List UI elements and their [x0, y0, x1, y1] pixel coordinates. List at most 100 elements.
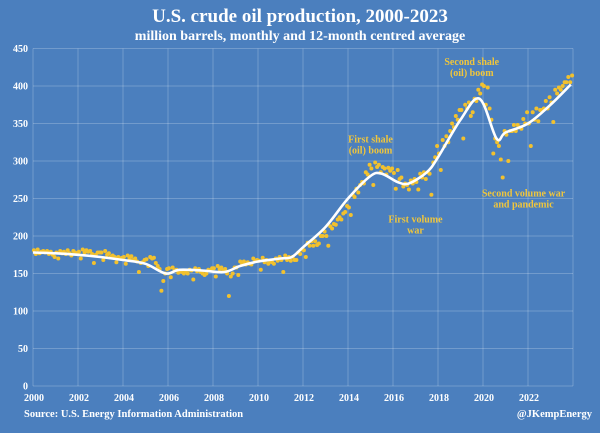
x-tick-label: 2000 [24, 393, 44, 404]
monthly-point [91, 261, 96, 265]
y-tick-label: 400 [13, 82, 28, 93]
monthly-point [555, 91, 560, 96]
x-tick-label: 2020 [474, 393, 494, 404]
monthly-point [271, 261, 276, 266]
monthly-point [226, 294, 231, 298]
x-tick-label: 2006 [159, 393, 179, 404]
monthly-point [288, 258, 293, 263]
monthly-point [429, 192, 434, 197]
monthly-point [185, 271, 190, 276]
monthly-point [560, 84, 565, 88]
monthly-point [373, 160, 378, 165]
monthly-point [461, 136, 466, 141]
monthly-point [219, 265, 224, 270]
monthly-point [496, 144, 501, 148]
monthly-point [339, 217, 344, 222]
monthly-point [238, 259, 243, 264]
y-tick-label: 100 [13, 307, 28, 318]
annotation-label: and pandemic [493, 199, 554, 210]
y-tick-label: 300 [13, 157, 28, 168]
monthly-point [459, 108, 464, 112]
monthly-point [386, 165, 391, 170]
credit-note: @JKempEnergy [516, 409, 592, 420]
monthly-point [352, 195, 357, 199]
monthly-point [281, 270, 286, 274]
monthly-point [406, 187, 411, 192]
monthly-point [438, 168, 443, 172]
monthly-point [129, 254, 134, 259]
monthly-point [536, 119, 541, 124]
monthly-point [307, 243, 312, 248]
x-tick-label: 2010 [249, 393, 269, 404]
monthly-point [65, 248, 70, 253]
monthly-point [88, 249, 93, 253]
monthly-point [106, 251, 111, 256]
annotation-label: Second shale [444, 57, 499, 68]
monthly-point [506, 159, 511, 163]
monthly-point [333, 222, 338, 227]
monthly-point [528, 144, 533, 148]
monthly-point [453, 114, 458, 118]
monthly-point [52, 255, 57, 259]
monthly-point [101, 258, 106, 262]
monthly-point [393, 186, 398, 191]
monthly-point [401, 184, 406, 189]
monthly-point [382, 166, 387, 171]
annotation-label: First volume [388, 215, 443, 226]
monthly-point [543, 99, 548, 103]
monthly-point [230, 271, 235, 276]
monthly-point [155, 264, 160, 268]
monthly-point [320, 234, 325, 238]
monthly-point [78, 256, 83, 261]
monthly-point [371, 183, 376, 187]
monthly-point [56, 256, 61, 261]
monthly-point [551, 120, 556, 124]
monthly-point [376, 162, 381, 167]
monthly-point [498, 157, 503, 162]
annotation-label: (oil) boom [349, 145, 393, 156]
monthly-point [521, 117, 526, 121]
monthly-point [485, 85, 490, 90]
monthly-point [511, 123, 516, 127]
monthly-point [151, 255, 156, 260]
monthly-point [440, 138, 445, 142]
y-tick-label: 200 [13, 232, 28, 243]
monthly-point [316, 241, 321, 246]
monthly-point [553, 87, 558, 92]
x-tick-label: 2008 [204, 393, 224, 404]
monthly-point [228, 274, 233, 279]
monthly-point [478, 91, 483, 96]
monthly-point [324, 234, 329, 238]
monthly-point [481, 84, 486, 88]
monthly-point [223, 267, 228, 271]
monthly-point [395, 168, 400, 172]
monthly-point [343, 210, 348, 214]
monthly-point [418, 171, 423, 176]
x-tick-label: 2002 [69, 393, 89, 404]
monthly-point [365, 172, 370, 177]
monthly-point [566, 75, 571, 79]
monthly-point [530, 110, 535, 115]
x-tick-label: 2012 [294, 393, 314, 404]
monthly-point [311, 243, 316, 248]
monthly-point [283, 253, 288, 258]
monthly-point [487, 106, 492, 111]
source-note: Source: U.S. Energy Information Administ… [24, 409, 244, 420]
monthly-point [448, 129, 453, 133]
y-axis: 0 50 100 150 200 250 300 350 400 450 [13, 44, 28, 393]
monthly-point [191, 277, 196, 282]
monthly-point [294, 258, 299, 262]
monthly-point [369, 166, 374, 171]
monthly-point [213, 274, 218, 279]
monthly-point [133, 256, 138, 261]
monthly-point [558, 87, 563, 92]
monthly-point [367, 162, 372, 167]
monthly-point [570, 73, 575, 78]
monthly-point [476, 87, 481, 92]
monthly-point [463, 102, 468, 107]
monthly-point [470, 110, 475, 115]
monthly-point [123, 261, 128, 266]
x-tick-label: 2016 [384, 393, 404, 404]
